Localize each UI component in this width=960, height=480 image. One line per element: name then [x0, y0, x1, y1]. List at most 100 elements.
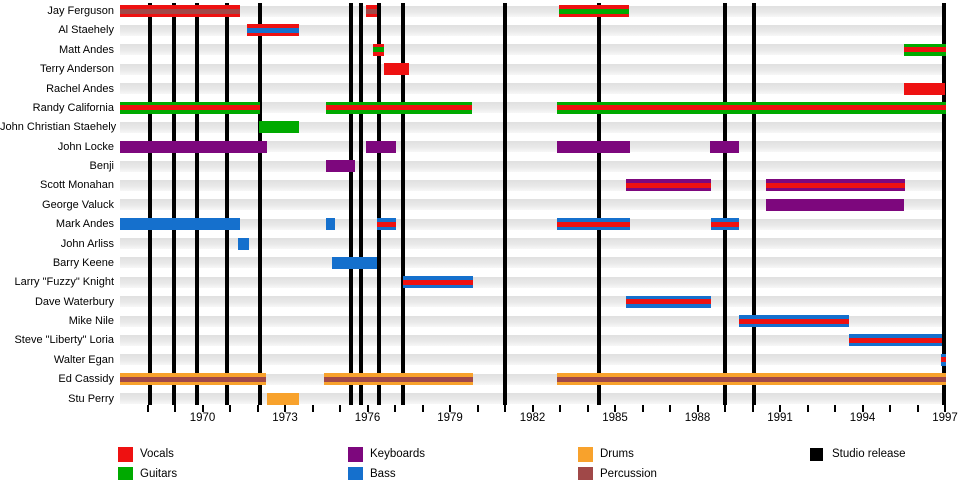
row-band [120, 44, 947, 56]
row-band [120, 354, 947, 366]
legend-swatch-studio_release [810, 448, 823, 461]
membership-bar [711, 218, 739, 231]
x-axis-tick [476, 405, 479, 412]
row-band [120, 179, 947, 191]
membership-bar-stripe [766, 182, 906, 188]
x-axis-tick-label: 1985 [602, 412, 628, 424]
x-axis-tick [174, 405, 176, 412]
membership-bar [766, 179, 906, 192]
row-band [120, 160, 947, 172]
x-axis-tick [641, 405, 644, 412]
membership-bar [766, 198, 904, 211]
member-name-label: Jay Ferguson [47, 5, 114, 17]
membership-bar-stripe [323, 376, 474, 382]
studio-release-line [349, 3, 353, 405]
legend-label-vocals: Vocals [140, 448, 174, 460]
membership-bar-stripe [626, 182, 712, 188]
membership-bar [848, 334, 943, 347]
membership-bar-stripe [366, 8, 378, 14]
x-axis-tick [201, 405, 204, 412]
row-band [120, 5, 947, 17]
member-name-label: Dave Waterbury [34, 295, 114, 308]
membership-bar [246, 24, 299, 37]
x-axis-tick [889, 405, 891, 412]
membership-bar-stripe [557, 221, 631, 227]
x-axis-tick-label: 1994 [849, 412, 876, 424]
legend-swatch-vocals [118, 447, 133, 462]
membership-bar [940, 353, 947, 366]
member-name-label: Benji [89, 160, 114, 172]
membership-bar-stripe [711, 221, 739, 227]
studio-release-line [358, 3, 363, 405]
membership-bar-stripe [557, 376, 947, 382]
membership-bar-stripe [626, 299, 712, 305]
row-band [120, 373, 947, 385]
x-axis-tick [229, 405, 231, 412]
membership-bar [738, 315, 849, 327]
x-axis-tick [751, 405, 754, 412]
membership-bar [366, 5, 378, 17]
membership-bar [557, 218, 631, 231]
member-name-label: George Valuck [42, 198, 114, 211]
row-band [120, 121, 947, 133]
x-axis-tick [421, 405, 424, 412]
legend-label-bass: Bass [370, 468, 396, 480]
row-band [120, 334, 947, 346]
x-axis-tick-label: 1970 [189, 412, 216, 424]
membership-bar [377, 218, 397, 231]
x-axis-tick [284, 405, 286, 412]
studio-release-line [751, 3, 756, 405]
membership-bar [557, 373, 947, 386]
legend-swatch-drums [578, 447, 593, 462]
x-axis-tick [916, 405, 919, 412]
membership-bar-stripe [558, 8, 629, 14]
membership-bar [557, 101, 947, 114]
x-axis-tick [724, 405, 726, 412]
x-axis-tick-label: 1988 [684, 412, 711, 424]
row-band [120, 63, 947, 75]
row-band [120, 141, 947, 153]
row-band [120, 296, 947, 308]
row-band [120, 238, 947, 249]
studio-release-line [171, 3, 176, 405]
member-name-label: John Arliss [60, 237, 114, 250]
row-band [120, 83, 947, 94]
membership-bar [626, 179, 712, 192]
studio-release-line [401, 3, 406, 405]
row-band [120, 102, 947, 114]
membership-bar-stripe [120, 105, 261, 111]
studio-release-line [258, 3, 263, 405]
membership-bar [267, 392, 299, 405]
x-axis-tick-label: 1997 [932, 412, 958, 424]
row-band [120, 218, 947, 230]
x-axis-tick [339, 405, 341, 412]
member-name-label: Barry Keene [52, 256, 114, 269]
membership-bar [326, 160, 356, 172]
membership-bar-stripe [373, 47, 384, 53]
x-axis-tick [146, 405, 149, 412]
member-name-label: Matt Andes [58, 43, 114, 56]
member-name-label: Mike Nile [68, 315, 114, 327]
x-axis-tick [366, 405, 369, 412]
membership-bar [120, 373, 266, 386]
legend-swatch-keyboards [348, 447, 363, 462]
x-axis-tick [779, 405, 781, 412]
membership-bar [238, 237, 250, 250]
x-axis-tick [586, 405, 589, 412]
membership-bar [403, 276, 474, 289]
member-name-label: John Locke [57, 140, 114, 153]
member-name-label: John Christian Staehely [0, 121, 117, 134]
membership-bar-stripe [403, 279, 474, 285]
member-name-label: Walter Egan [53, 353, 114, 366]
studio-release-line [596, 3, 601, 405]
x-axis-tick-label: 1982 [519, 412, 546, 424]
studio-release-line [376, 3, 381, 405]
membership-bar-stripe [120, 376, 266, 382]
x-axis-tick [394, 405, 396, 412]
legend-label-percussion: Percussion [600, 468, 657, 480]
x-axis-tick-label: 1991 [767, 412, 793, 424]
member-name-label: Stu Perry [68, 392, 114, 405]
member-name-label: Mark Andes [55, 218, 114, 231]
membership-bar [326, 101, 472, 114]
x-axis-tick [449, 405, 451, 412]
